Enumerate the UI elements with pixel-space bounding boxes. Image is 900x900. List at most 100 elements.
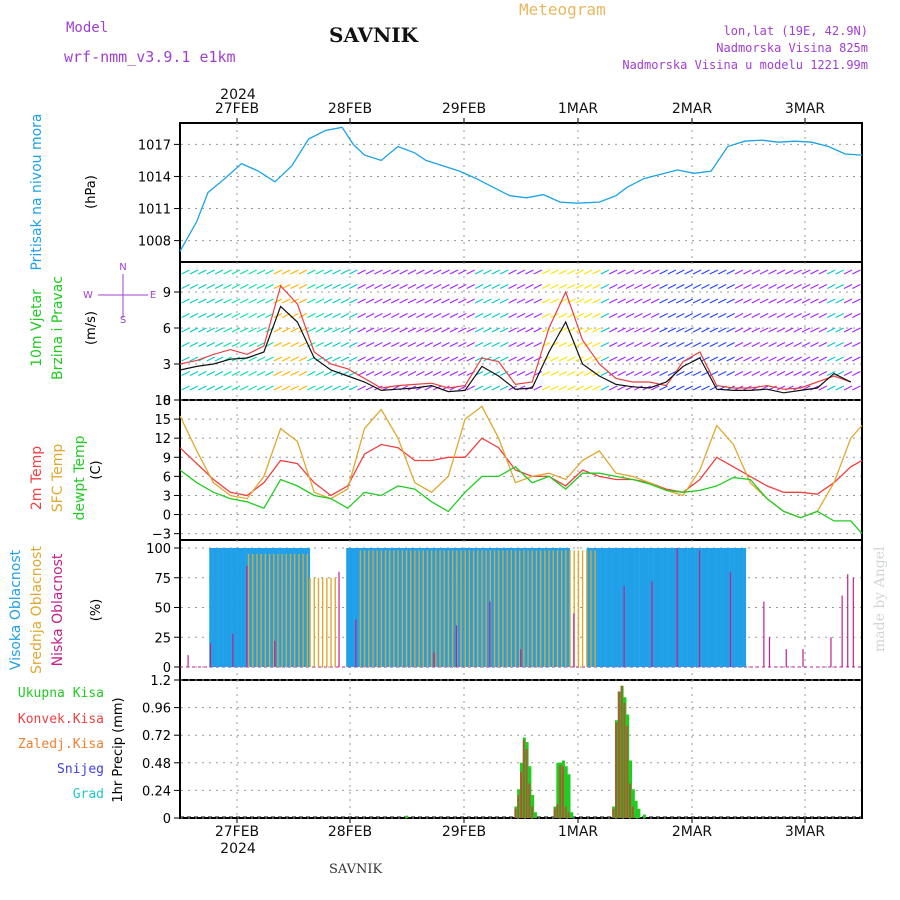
wind-arrow [600, 356, 610, 362]
wind-arrow [617, 284, 626, 289]
wind-arrow [248, 269, 257, 275]
wind-arrow [726, 371, 735, 376]
wind-arrow [491, 269, 501, 275]
wind-arrow [625, 313, 635, 318]
wind-arrow [734, 313, 744, 318]
wind-arrow [449, 327, 459, 333]
wind-arrow [390, 327, 400, 333]
wind-arrow [541, 385, 551, 391]
wind-arrow [449, 371, 459, 376]
wind-arrow [567, 356, 576, 362]
wind-arrow [617, 313, 626, 318]
wind-arrow [818, 284, 828, 289]
wind-arrow [650, 356, 660, 362]
pressure-tick-label: 1011 [138, 203, 171, 218]
wind-arrow [424, 269, 433, 275]
wind-arrow [684, 284, 693, 289]
wind-arrow [248, 342, 257, 347]
wind-arrow [785, 284, 794, 289]
wind-arrow [441, 356, 450, 362]
wind-arrow [315, 298, 324, 304]
wind-arrow [374, 385, 383, 391]
wind-arrow [416, 356, 425, 362]
temperature-line-1 [179, 405, 863, 519]
wind-arrow [776, 327, 786, 333]
wind-arrow [852, 342, 861, 347]
wind-arrow [759, 298, 769, 304]
wind-arrow [793, 327, 802, 333]
wind-arrow [701, 385, 710, 391]
wind-arrow [575, 269, 584, 275]
wind-arrow [743, 298, 752, 304]
wind-arrow [315, 342, 324, 347]
wind-arrow [307, 385, 316, 391]
wind-arrow [827, 356, 836, 362]
wind-arrow [801, 284, 811, 289]
wind-arrow [810, 371, 819, 376]
wind-arrow [399, 269, 408, 275]
wind-arrow [617, 327, 626, 333]
wind-arrow [592, 327, 601, 333]
temperature-tick-label: 3 [163, 489, 171, 504]
wind-arrow [340, 371, 350, 376]
wind-arrow [256, 313, 266, 318]
wind-arrow [827, 313, 836, 318]
wind-arrow [759, 269, 769, 275]
wind-arrow [474, 269, 484, 275]
precip-bar-convective [525, 749, 528, 818]
wind-arrow [835, 284, 844, 289]
wind-arrow [667, 385, 677, 391]
wind-arrow [785, 269, 794, 275]
pressure-tick-label: 1014 [138, 170, 171, 185]
wind-arrow [801, 327, 811, 333]
cloud-tick-label: 25 [154, 631, 171, 646]
wind-arrow [567, 371, 576, 376]
wind-arrow [793, 298, 802, 304]
wind-arrow [835, 385, 844, 391]
wind-arrow [198, 385, 207, 391]
wind-arrow [843, 313, 853, 318]
wind-arrow [692, 327, 702, 333]
wind-arrow [785, 327, 794, 333]
wind-arrow [743, 342, 752, 347]
wind-arrow [240, 342, 249, 347]
wind-arrow [223, 313, 232, 318]
wind-arrow [634, 298, 643, 304]
wind-tick-label: 0 [163, 394, 171, 409]
precip-bar-total [642, 814, 646, 818]
wind-arrow [390, 371, 400, 376]
wind-arrow [214, 356, 224, 362]
wind-arrow [768, 298, 777, 304]
wind-arrow [642, 327, 652, 333]
wind-arrow [198, 313, 207, 318]
wind-arrow [650, 313, 660, 318]
wind-arrow [323, 298, 333, 304]
temperature-tick-label: 12 [154, 432, 171, 447]
wind-arrow [827, 298, 836, 304]
temperature-line-0 [179, 437, 863, 497]
wind-arrow [382, 327, 392, 333]
wind-arrow [676, 284, 685, 289]
wind-arrow [650, 342, 660, 347]
wind-arrow [399, 342, 408, 347]
wind-arrow [852, 313, 861, 318]
wind-arrow [609, 313, 618, 318]
wind-arrow [198, 269, 207, 275]
wind-arrow [810, 284, 819, 289]
wind-arrow [432, 342, 442, 347]
wind-arrow [374, 371, 383, 376]
precip-bar-convective [567, 812, 570, 818]
wind-arrow [659, 269, 668, 275]
wind-arrow [189, 269, 199, 275]
wind-arrow [827, 385, 836, 391]
wind-arrow [231, 342, 241, 347]
precip-bar-convective [629, 783, 632, 818]
wind-arrow [734, 371, 744, 376]
wind-arrow [801, 371, 811, 376]
wind-arrow [743, 356, 752, 362]
wind-arrow [374, 356, 383, 362]
wind-arrow [676, 371, 685, 376]
wind-arrow [256, 356, 266, 362]
wind-arrow [843, 269, 853, 275]
wind-arrow [466, 356, 475, 362]
